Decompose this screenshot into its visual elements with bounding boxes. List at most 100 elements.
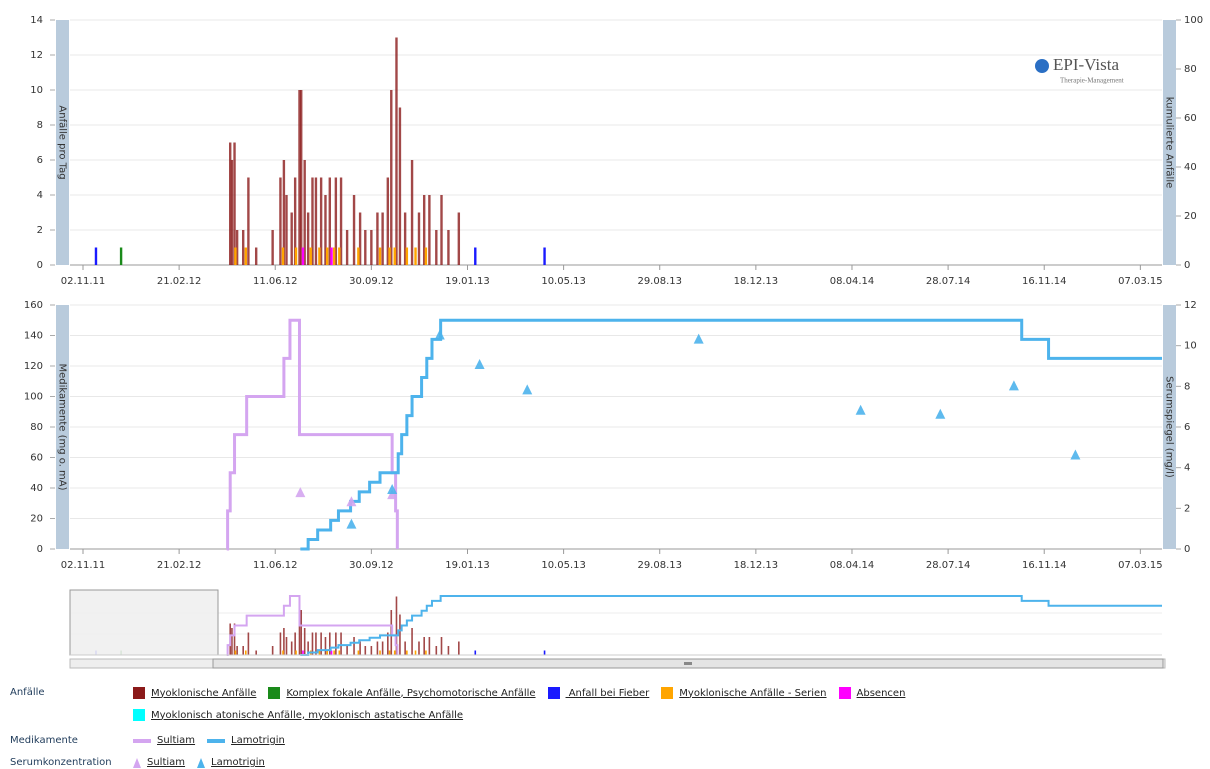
bar — [364, 230, 367, 265]
legend-item[interactable]: Sultiam — [133, 735, 195, 746]
legend-item[interactable]: Lamotrigin — [207, 735, 285, 746]
legend-item[interactable]: Komplex fokale Anfälle, Psychomotorische… — [268, 687, 536, 699]
bar — [447, 230, 450, 265]
bar — [325, 247, 329, 265]
legend-line — [133, 738, 151, 743]
legend-item[interactable]: Anfall bei Fieber — [547, 687, 650, 699]
y-tick-label: 40 — [30, 483, 43, 494]
x-tick-label: 16.11.14 — [1022, 560, 1067, 571]
navigator-bar — [393, 650, 396, 655]
legend-label[interactable]: Sultiam — [147, 757, 186, 768]
navigator-bar — [271, 646, 274, 655]
bar — [403, 212, 407, 265]
navigator-bar — [236, 646, 238, 655]
y2-tick-label: 10 — [1184, 341, 1197, 352]
bar — [428, 195, 431, 265]
navigator-bar — [418, 641, 420, 655]
y2-tick-label: 0 — [1184, 544, 1190, 555]
serum-marker — [693, 333, 704, 344]
serum-marker — [474, 358, 485, 369]
legend-title: Medikamente — [10, 735, 78, 746]
y-axis-label: Medikamente (mg o. mA) — [57, 363, 68, 490]
x-tick-label: 29.08.13 — [637, 560, 682, 571]
legend-swatch — [661, 687, 674, 699]
bar — [94, 247, 98, 265]
bar — [381, 212, 384, 265]
legend-item[interactable]: Lamotrigin — [197, 757, 265, 768]
navigator-bar — [340, 632, 342, 655]
x-tick-label: 30.09.12 — [349, 560, 394, 571]
legend-line — [207, 738, 226, 743]
bar — [395, 37, 398, 265]
navigator-bar — [428, 637, 431, 655]
legend-item[interactable]: Myoklonische Anfälle — [133, 687, 256, 699]
navigator-bar — [318, 650, 321, 655]
x-tick-label: 10.05.13 — [541, 276, 586, 287]
bar — [318, 247, 321, 265]
y-tick-label: 10 — [30, 85, 43, 96]
navigator-bar — [300, 610, 303, 655]
legend-label[interactable]: Sultiam — [157, 735, 196, 746]
legend-item[interactable]: Myoklonische Anfälle - Serien — [661, 687, 827, 699]
y2-axis-bar — [1163, 305, 1176, 549]
navigator-bar — [474, 650, 477, 655]
navigator-bar — [295, 650, 297, 655]
legend-items: Myoklonische Anfälle Komplex fokale Anfäl… — [133, 687, 983, 721]
navigator-bar — [458, 641, 460, 655]
medication-line — [226, 318, 399, 551]
legend-item[interactable]: Myoklonisch atonische Anfälle, myoklonis… — [133, 709, 463, 721]
y-tick-label: 160 — [24, 300, 43, 311]
y-axis-bar — [56, 305, 69, 549]
legend-item[interactable]: Absencen — [838, 687, 906, 699]
navigator-bar — [311, 632, 314, 655]
bar — [233, 142, 236, 265]
y-tick-label: 80 — [30, 422, 43, 433]
x-tick-label: 11.06.12 — [253, 276, 298, 287]
navigator-bar — [255, 650, 257, 655]
navigator-bar — [244, 650, 247, 655]
navigator-bar — [411, 628, 413, 655]
legend-label[interactable]: Myoklonisch atonische Anfälle, myoklonis… — [151, 709, 464, 721]
legend-title: Serumkonzentration — [10, 757, 112, 768]
legend-title: Anfälle — [10, 687, 45, 698]
navigator-bar — [328, 632, 331, 655]
bar — [235, 230, 239, 265]
bar — [357, 247, 360, 265]
navigator-bar — [414, 650, 417, 655]
x-tick-label: 07.03.15 — [1118, 276, 1163, 287]
y2-axis-label: kumulierte Anfälle — [1164, 97, 1175, 189]
navigator-bar — [353, 637, 355, 655]
y2-tick-label: 20 — [1184, 211, 1197, 222]
bar — [300, 90, 303, 265]
bar — [398, 107, 402, 265]
y-tick-label: 20 — [30, 514, 43, 525]
legend-label[interactable]: Lamotrigin — [231, 735, 285, 746]
bar — [230, 160, 234, 265]
bar — [119, 247, 123, 265]
y2-tick-label: 60 — [1184, 113, 1197, 124]
legend-swatch — [133, 687, 145, 699]
legend-swatch — [547, 687, 560, 699]
legend-label[interactable]: Absencen — [856, 687, 906, 699]
legend-label[interactable]: Komplex fokale Anfälle, Psychomotorische… — [286, 687, 536, 699]
legend-label[interactable]: Anfall bei Fieber — [565, 687, 650, 699]
serum-marker — [935, 408, 946, 419]
bar — [435, 230, 438, 265]
navigator-bar — [333, 650, 335, 655]
navigator-bar — [324, 637, 327, 655]
y2-axis-label: Serumspiegel (mg/l) — [1164, 376, 1175, 478]
logo-icon — [1035, 59, 1049, 73]
legend-label[interactable]: Myoklonische Anfälle - Serien — [679, 687, 827, 699]
serum-marker — [522, 384, 533, 395]
bar — [358, 212, 362, 265]
navigator-bar — [233, 623, 236, 655]
bar — [410, 160, 414, 265]
serum-marker — [434, 329, 445, 340]
x-tick-label: 07.03.15 — [1118, 560, 1163, 571]
bar — [303, 160, 306, 265]
legend-label[interactable]: Myoklonische Anfälle — [151, 687, 257, 699]
legend-label[interactable]: Lamotrigin — [211, 757, 265, 768]
legend-item[interactable]: Sultiam — [133, 757, 185, 768]
x-tick-label: 02.11.11 — [61, 276, 106, 287]
y2-tick-label: 4 — [1184, 463, 1190, 474]
